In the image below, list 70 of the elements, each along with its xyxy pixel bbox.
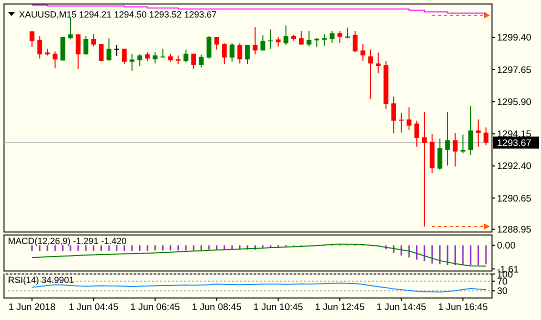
y-tick-label: 0.00 <box>497 240 516 252</box>
y-tick-label: 1299.40 <box>497 32 532 44</box>
candlestick <box>337 30 342 44</box>
y-tick-label: 1297.65 <box>497 64 532 76</box>
candlestick <box>237 42 242 64</box>
y-tick-label: 1292.40 <box>497 161 532 172</box>
x-tick-label: 1 Jun 04:45 <box>68 302 118 313</box>
x-tick-label: 1 Jun 10:45 <box>253 302 304 313</box>
candlestick <box>352 30 358 53</box>
candlestick <box>306 30 312 48</box>
candlestick <box>91 33 96 48</box>
candlestick <box>222 42 227 65</box>
candlestick <box>98 44 104 62</box>
candlestick <box>437 138 442 170</box>
candlestick <box>360 44 366 62</box>
x-tick-label: 1 Jun 2018 <box>8 302 56 313</box>
candlestick <box>252 26 258 55</box>
x-tick-label: 1 Jun 12:45 <box>314 302 365 313</box>
candlestick <box>83 35 88 55</box>
x-tick-label: 1 Jun 14:45 <box>376 302 426 313</box>
candlestick <box>298 30 304 46</box>
y-tick-label: 30 <box>497 286 508 298</box>
text: XAUUSD,M15 1294.21 1294.50 1293.52 1293.67 <box>19 10 217 20</box>
chart-title: RSI(14) 34.9901 <box>8 275 74 285</box>
candlestick <box>330 30 334 44</box>
candlestick <box>268 28 273 50</box>
candlestick <box>152 52 158 64</box>
candlestick <box>414 120 420 148</box>
candlestick <box>114 44 120 56</box>
candlestick <box>76 34 81 70</box>
candlestick <box>214 36 220 50</box>
candlestick <box>345 27 350 39</box>
x-tick-label: 1 Jun 08:45 <box>192 302 242 313</box>
candlestick <box>184 49 188 63</box>
candlestick <box>476 118 481 148</box>
candlestick <box>198 54 204 68</box>
candlestick <box>245 44 250 65</box>
candlestick <box>37 35 42 60</box>
ref-line-label: 1293.67 <box>497 138 532 149</box>
candlestick <box>322 34 327 46</box>
candlestick <box>160 48 166 58</box>
candlestick <box>130 53 134 72</box>
y-tick-label: 1288.95 <box>497 224 532 236</box>
candlestick <box>30 30 34 48</box>
candlestick <box>60 36 66 62</box>
candlestick <box>106 38 112 62</box>
candlestick <box>230 42 234 62</box>
x-tick-label: 1 Jun 16:45 <box>438 302 488 313</box>
x-tick-label: 1 Jun 06:45 <box>130 302 180 313</box>
candlestick <box>398 112 404 133</box>
candlestick <box>122 48 127 65</box>
candlestick <box>445 112 450 166</box>
candlestick <box>484 126 488 146</box>
y-tick-label: 1290.65 <box>497 193 532 204</box>
candlestick <box>52 50 58 69</box>
candlestick <box>406 106 412 130</box>
candlestick <box>391 96 396 134</box>
candlestick <box>368 49 373 100</box>
candlestick <box>206 35 212 60</box>
y-tick-label: 1295.90 <box>497 96 532 108</box>
y-tick-label: 70 <box>497 276 508 288</box>
candlestick <box>468 105 473 156</box>
candlestick <box>191 53 196 70</box>
candlestick <box>460 134 466 154</box>
candlestick <box>284 24 288 46</box>
candlestick <box>422 112 427 227</box>
chart-title: MACD(12,26,9) -1.291 -1.420 <box>8 236 127 246</box>
candlestick <box>452 132 458 167</box>
candlestick <box>260 34 266 51</box>
candlestick <box>376 52 381 74</box>
